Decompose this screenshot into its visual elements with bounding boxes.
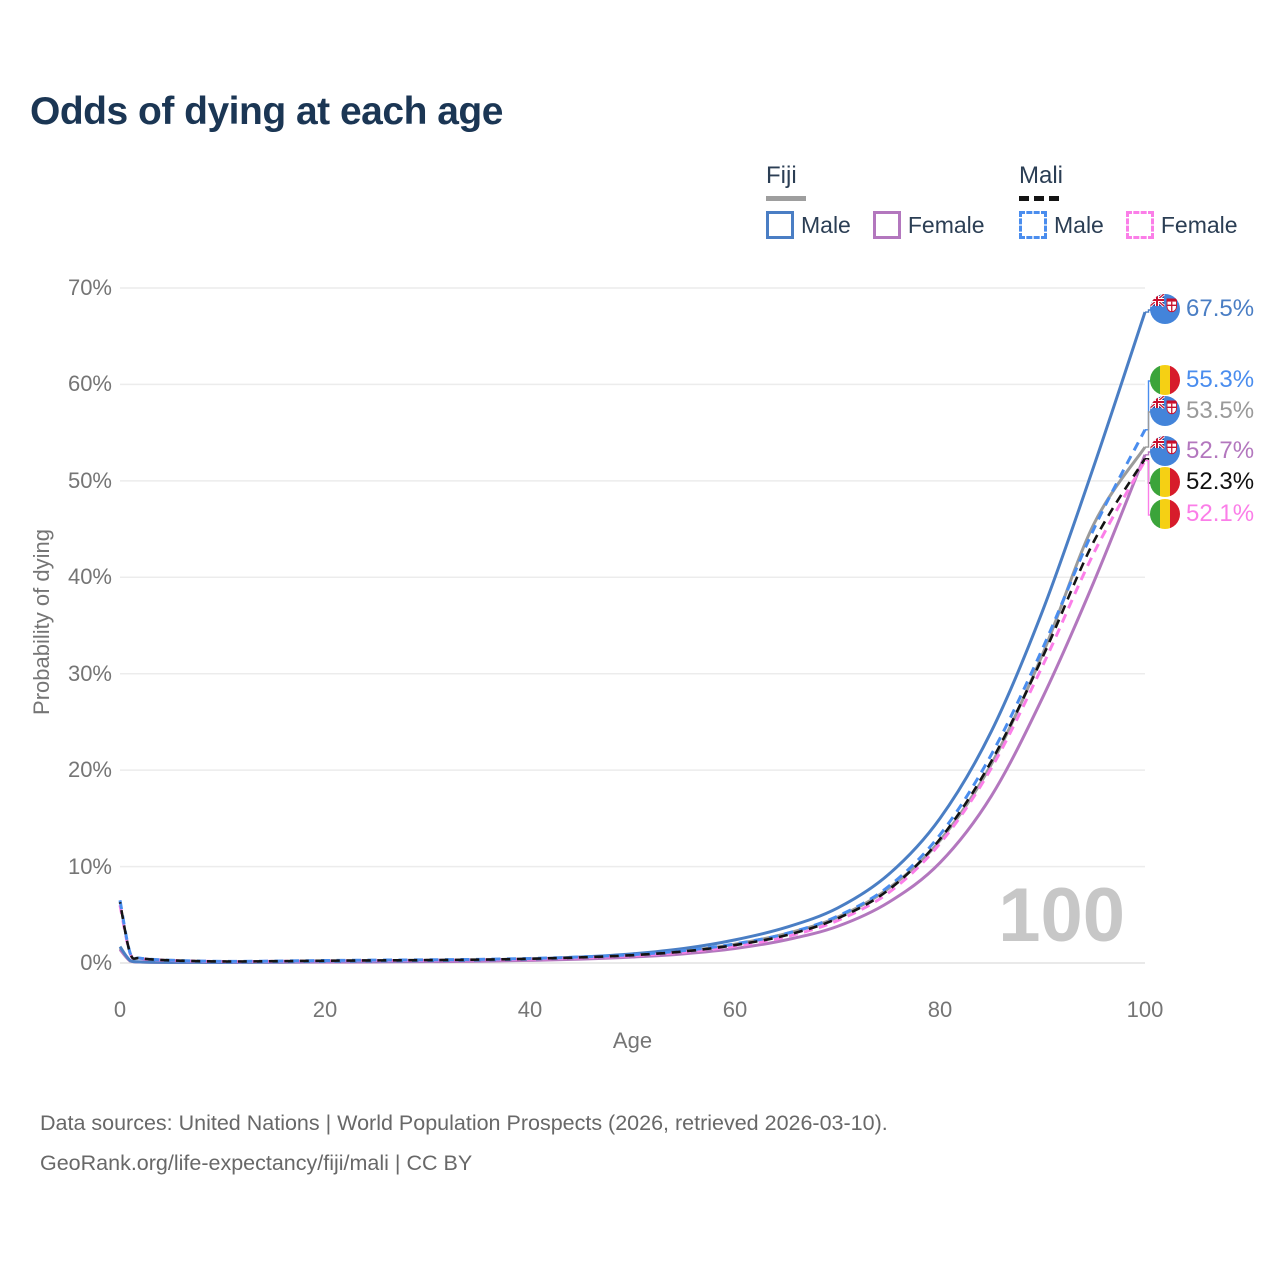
end-label-value: 67.5%: [1186, 295, 1255, 322]
fiji-line-style-swatch: [766, 196, 806, 201]
x-axis-title: Age: [612, 1028, 653, 1053]
legend-group-fiji: Fiji Male Female: [766, 162, 985, 239]
y-tick-0%: 0%: [80, 950, 112, 975]
mali-male-swatch: [1019, 211, 1047, 239]
end-label-mali-both-sexes: 52.3%: [1150, 467, 1254, 497]
fiji-flag-icon: [1150, 436, 1180, 466]
fiji-male-swatch: [766, 211, 794, 239]
fiji-flag-icon: [1150, 396, 1180, 426]
end-label-value: 52.1%: [1186, 500, 1255, 527]
page-title: Odds of dying at each age: [30, 90, 503, 133]
legend-item-label: Male: [1054, 211, 1104, 238]
end-label-mali-female: 52.1%: [1150, 499, 1254, 529]
legend-country-label-fiji: Fiji: [766, 162, 797, 189]
fiji-female-swatch: [872, 211, 901, 239]
legend-group-mali: Mali Male Female: [1019, 162, 1238, 239]
mali-flag-icon: [1150, 499, 1180, 529]
end-label-fiji-male: 67.5%: [1150, 294, 1254, 324]
end-label-value: 52.3%: [1186, 468, 1255, 495]
y-tick-70%: 70%: [67, 275, 112, 300]
end-label-mali-male: 55.3%: [1150, 365, 1254, 395]
x-tick-100: 100: [1126, 997, 1164, 1022]
attribution-line: GeoRank.org/life-expectancy/fiji/mali | …: [40, 1150, 473, 1175]
end-label-fiji-female: 52.7%: [1150, 436, 1254, 466]
mali-female-swatch: [1125, 211, 1154, 239]
y-tick-10%: 10%: [67, 853, 112, 879]
end-label-value: 55.3%: [1186, 366, 1255, 393]
legend-country-label-mali: Mali: [1019, 162, 1064, 189]
x-tick-20: 20: [312, 997, 338, 1022]
end-label-fiji-both-sexes: 53.5%: [1150, 396, 1254, 426]
footer: Data sources: United Nations | World Pop…: [40, 1104, 888, 1184]
fiji-flag-icon: [1150, 294, 1180, 324]
mali-flag-icon: [1150, 365, 1180, 395]
y-tick-50%: 50%: [67, 467, 112, 493]
mali-flag-icon: [1150, 467, 1180, 497]
series-line-mali-both[interactable]: [118, 457, 1147, 963]
legend-item-mali-female[interactable]: Female: [1125, 211, 1238, 239]
series-line-fiji-male[interactable]: [118, 311, 1147, 964]
legend-item-label: Male: [801, 211, 851, 238]
y-tick-40%: 40%: [67, 564, 112, 590]
x-tick-0: 0: [113, 997, 127, 1022]
y-tick-20%: 20%: [67, 757, 112, 783]
legend-item-label: Female: [1160, 211, 1238, 238]
end-label-value: 53.5%: [1186, 397, 1255, 424]
legend-item-mali-male[interactable]: Male: [1019, 211, 1104, 239]
mali-line-style-swatch: [1019, 196, 1059, 201]
y-tick-60%: 60%: [67, 371, 112, 397]
y-tick-30%: 30%: [67, 660, 112, 686]
legend-item-fiji-male[interactable]: Male: [766, 211, 851, 239]
end-label-value: 52.7%: [1186, 437, 1255, 464]
data-sources-line: Data sources: United Nations | World Pop…: [40, 1111, 888, 1135]
legend-item-label: Female: [907, 211, 985, 238]
x-tick-40: 40: [517, 997, 543, 1022]
age-counter-watermark: 100: [998, 873, 1125, 958]
x-tick-80: 80: [927, 997, 953, 1022]
x-tick-60: 60: [722, 997, 748, 1022]
legend-item-fiji-female[interactable]: Female: [872, 211, 985, 239]
